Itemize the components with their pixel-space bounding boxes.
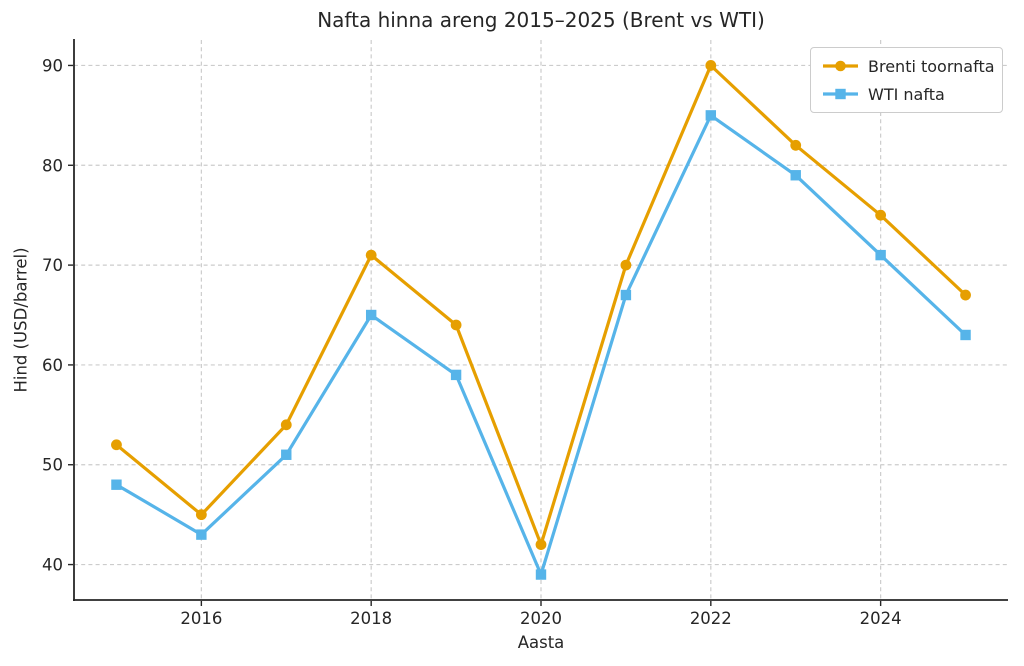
data-point-brent [365, 249, 377, 261]
data-point-wti [196, 529, 207, 540]
legend: Brenti toornafta WTI nafta [810, 47, 1003, 113]
data-point-brent [875, 209, 887, 221]
data-point-brent [960, 289, 971, 301]
y-tick-label: 60 [42, 356, 63, 375]
data-point-wti [365, 309, 377, 321]
data-point-brent [790, 139, 802, 151]
legend-item-brent: Brenti toornafta [822, 55, 995, 77]
legend-item-wti: WTI nafta [822, 83, 992, 105]
data-point-brent [195, 509, 207, 521]
wti-legend-sample [823, 88, 858, 100]
data-point-wti [281, 449, 292, 460]
x-tick-label: 2022 [690, 609, 732, 628]
chart-title: Nafta hinna areng 2015–2025 (Brent vs WT… [317, 8, 765, 32]
data-point-brent [705, 60, 717, 71]
x-axis-label: Aasta [517, 633, 565, 652]
data-point-wti [450, 369, 462, 381]
x-tick-label: 2018 [350, 609, 392, 628]
x-tick-label: 2020 [520, 609, 562, 628]
x-tick-label: 2024 [860, 609, 902, 628]
data-point-brent [280, 419, 292, 431]
data-point-brent [450, 319, 462, 331]
data-point-wti [960, 329, 971, 341]
y-tick-label: 40 [42, 556, 63, 575]
y-tick-label: 90 [42, 56, 63, 75]
data-point-wti [705, 110, 717, 121]
brent-sample-circle-marker [835, 60, 846, 72]
wti-sample-square-marker [835, 88, 846, 100]
y-tick-label: 70 [42, 256, 63, 275]
data-point-wti [790, 170, 801, 181]
x-tick-label: 2016 [180, 609, 222, 628]
legend-label-brent: Brenti toornafta [868, 56, 995, 76]
data-point-brent [111, 439, 122, 451]
y-tick-label: 80 [42, 156, 63, 175]
brent-legend-sample [823, 60, 858, 72]
y-tick-label: 50 [42, 456, 63, 475]
data-point-wti [111, 479, 122, 490]
data-point-wti [535, 569, 547, 580]
legend-label-wti: WTI nafta [868, 84, 945, 104]
data-point-brent [535, 539, 547, 550]
data-point-wti [875, 249, 886, 261]
data-point-brent [620, 259, 632, 271]
data-point-wti [620, 289, 632, 301]
